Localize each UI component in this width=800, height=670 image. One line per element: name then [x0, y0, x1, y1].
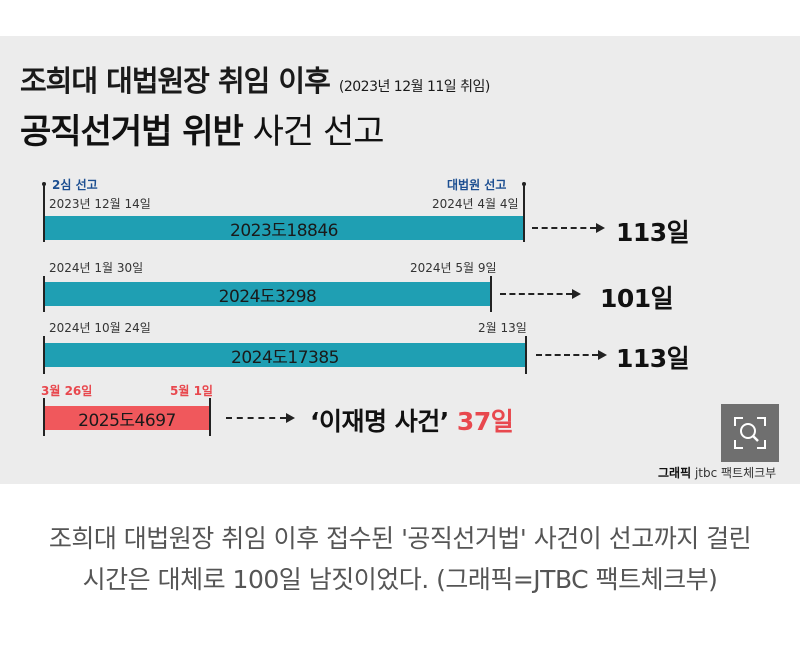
end-tick	[525, 336, 527, 374]
duration-result: 101일	[600, 284, 674, 313]
graphic-credit: 그래픽 jtbc 팩트체크부	[658, 464, 776, 481]
duration-value: 37일	[456, 407, 514, 436]
case-nickname: ‘이재명 사건’	[310, 407, 449, 436]
end-tick	[523, 184, 525, 242]
arrow-head-icon	[286, 413, 295, 423]
title-main-text: 조희대 대법원장 취임 이후	[20, 64, 331, 98]
dashed-arrow	[500, 293, 572, 297]
arrow-head-icon	[598, 350, 607, 360]
start-tick	[43, 398, 45, 436]
label-second-trial: 2심 선고	[52, 178, 98, 192]
dashed-arrow	[226, 417, 286, 421]
dashed-arrow	[532, 227, 596, 231]
graphic-title-line2: 공직선거법 위반 사건 선고	[20, 104, 385, 153]
start-date: 2024년 1월 30일	[49, 261, 144, 275]
end-date: 2024년 5월 9일	[410, 261, 497, 275]
magnify-icon	[734, 417, 766, 449]
image-caption: 조희대 대법원장 취임 이후 접수된 '공직선거법' 사건이 선고까지 걸린 시…	[48, 524, 752, 594]
end-date: 2월 13일	[478, 321, 527, 335]
case-bar-highlight: 2025도4697	[45, 406, 209, 431]
credit-rest: jtbc 팩트체크부	[691, 466, 777, 480]
end-date: 5월 1일	[170, 384, 213, 398]
infographic-image: 조희대 대법원장 취임 이후 (2023년 12월 11일 취임) 공직선거법 …	[0, 36, 800, 484]
end-tick	[490, 276, 492, 312]
duration-result: ‘이재명 사건’ 37일	[310, 402, 514, 438]
start-date: 2023년 12월 14일	[49, 197, 151, 211]
case-bar: 2024도17385	[45, 343, 525, 368]
arrow-head-icon	[596, 223, 605, 233]
title-bold-text: 공직선거법 위반	[20, 112, 244, 152]
title-note: (2023년 12월 11일 취임)	[338, 79, 490, 95]
graphic-title-line1: 조희대 대법원장 취임 이후 (2023년 12월 11일 취임)	[20, 58, 490, 100]
arrow-head-icon	[572, 289, 581, 299]
end-date: 2024년 4월 4일	[432, 197, 519, 211]
title-rest-text: 사건 선고	[242, 112, 385, 152]
start-tick	[43, 184, 45, 242]
dashed-arrow	[536, 354, 598, 358]
end-tick	[209, 398, 211, 436]
credit-bold: 그래픽	[658, 466, 692, 480]
case-bar: 2023도18846	[45, 216, 523, 241]
start-tick	[43, 336, 45, 374]
start-tick	[43, 276, 45, 312]
zoom-image-button[interactable]	[721, 404, 779, 462]
start-date: 2024년 10월 24일	[49, 321, 151, 335]
case-bar: 2024도3298	[45, 282, 490, 307]
start-date: 3월 26일	[41, 384, 93, 398]
duration-result: 113일	[616, 344, 690, 373]
duration-result: 113일	[616, 218, 690, 247]
label-supreme-court: 대법원 선고	[447, 178, 507, 192]
